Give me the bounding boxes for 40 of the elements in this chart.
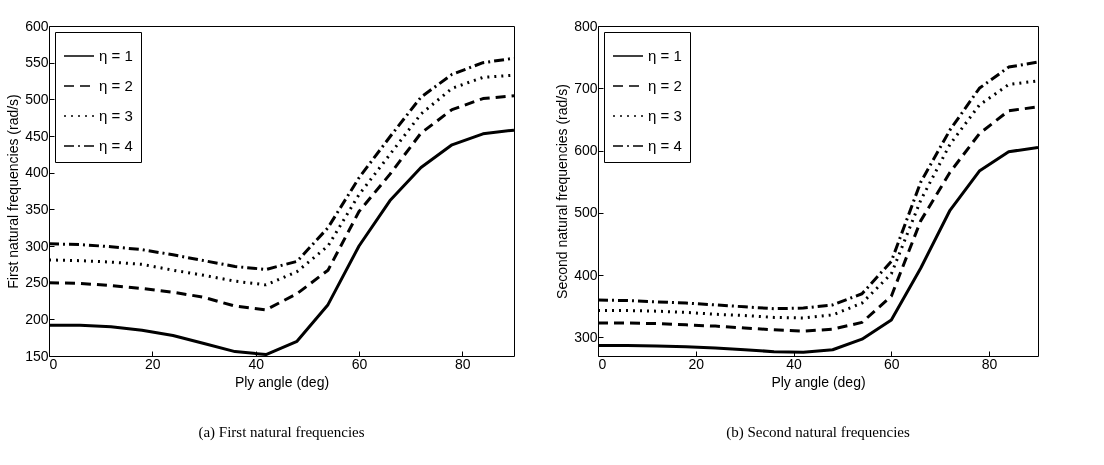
y-axis-title: First natural frequencies (rad/s) bbox=[5, 94, 22, 289]
y-tick-label: 300 bbox=[25, 237, 49, 254]
y-tick-label: 550 bbox=[25, 54, 49, 71]
y-tick-label: 300 bbox=[574, 328, 598, 345]
y-axis-title: Second natural frequencies (rad/s) bbox=[554, 84, 571, 299]
y-tick-label: 400 bbox=[574, 266, 598, 283]
y-tick-label: 800 bbox=[574, 17, 598, 34]
x-tick-label: 20 bbox=[145, 355, 161, 372]
x-tick-label: 60 bbox=[884, 355, 900, 372]
y-tick-label: 150 bbox=[25, 347, 49, 364]
text: (b) Second natural frequencies bbox=[726, 424, 910, 441]
x-tick-label: 40 bbox=[786, 355, 803, 372]
y-tick-label: 400 bbox=[25, 164, 49, 181]
y-tick-label: 600 bbox=[25, 17, 49, 34]
x-tick-label: 60 bbox=[351, 355, 368, 372]
y-tick-label: 700 bbox=[574, 79, 598, 96]
x-tick-label: 80 bbox=[455, 355, 471, 372]
legend-label: η = 3 bbox=[648, 107, 682, 124]
x-axis-title: Ply angle (deg) bbox=[234, 373, 330, 390]
x-tick-label: 20 bbox=[688, 355, 705, 372]
legend-label: η = 3 bbox=[99, 107, 133, 124]
y-tick-label: 450 bbox=[25, 127, 49, 144]
x-tick-label: 0 bbox=[49, 355, 58, 372]
text: (a) First natural frequencies bbox=[198, 424, 365, 441]
y-tick-label: 600 bbox=[574, 142, 598, 159]
y-tick-label: 500 bbox=[574, 204, 598, 221]
x-tick-label: 0 bbox=[598, 355, 607, 372]
y-tick-label: 500 bbox=[25, 90, 49, 107]
legend-label: η = 4 bbox=[99, 137, 133, 154]
y-tick-label: 200 bbox=[25, 310, 49, 327]
legend-label: η = 2 bbox=[99, 77, 133, 94]
x-axis-title: Ply angle (deg) bbox=[771, 373, 866, 390]
legend-label: η = 4 bbox=[648, 137, 682, 154]
legend-label: η = 1 bbox=[99, 47, 133, 64]
y-tick-label: 250 bbox=[25, 274, 49, 291]
legend-label: η = 1 bbox=[648, 47, 682, 64]
y-tick-label: 350 bbox=[25, 200, 49, 217]
legend-label: η = 2 bbox=[648, 77, 682, 94]
x-tick-label: 40 bbox=[248, 355, 265, 372]
x-tick-label: 80 bbox=[981, 355, 998, 372]
